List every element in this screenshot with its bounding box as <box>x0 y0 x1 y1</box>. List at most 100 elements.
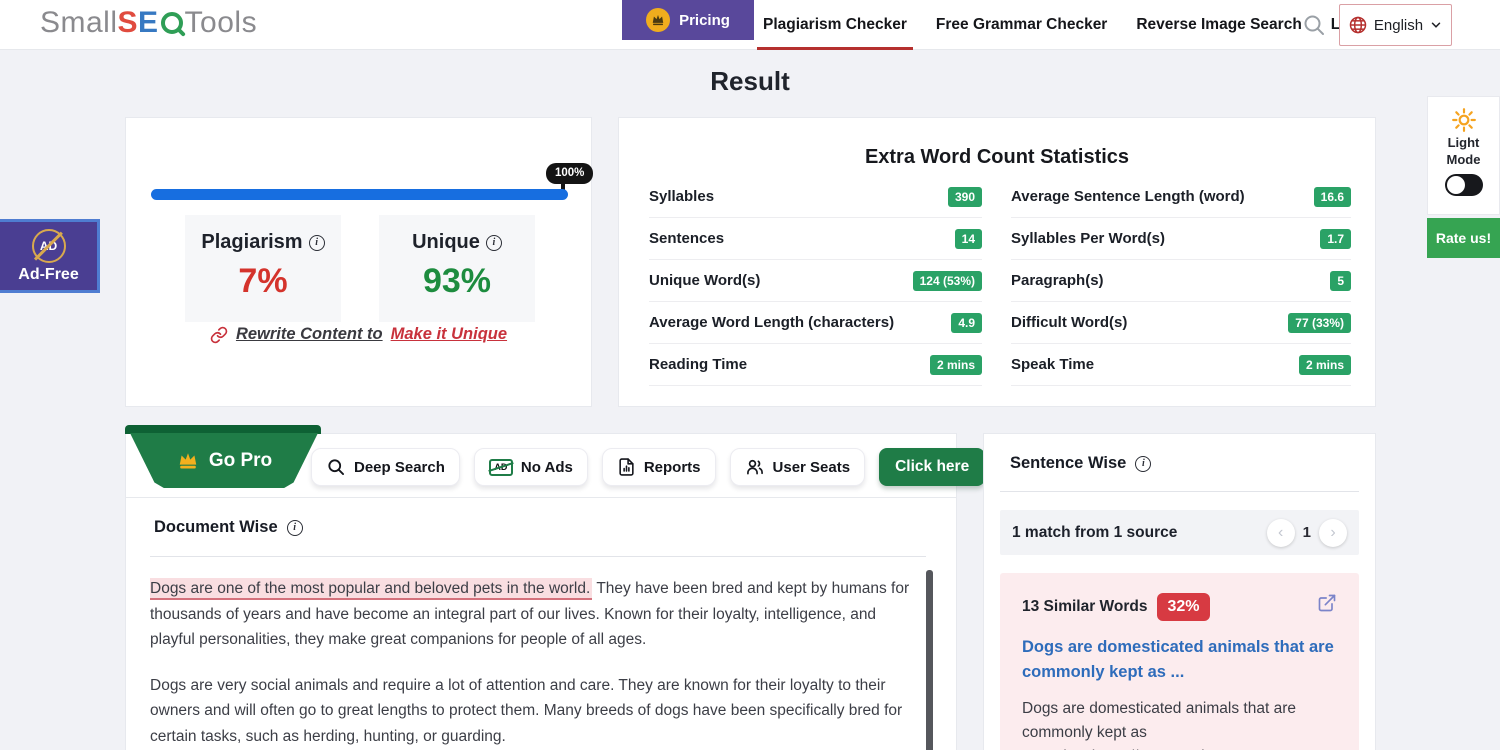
plagiarized-sentence-highlight[interactable]: Dogs are one of the most popular and bel… <box>150 578 593 600</box>
logo-text-small: Small <box>40 6 118 39</box>
sun-icon <box>1451 107 1477 133</box>
smallseotools-logo[interactable]: Small S E Tools <box>40 6 257 40</box>
divider <box>150 556 926 557</box>
dark-mode-toggle[interactable] <box>1444 174 1483 196</box>
light-mode-label-line1: Light <box>1447 135 1480 150</box>
match-percent-badge: 32% <box>1157 593 1210 621</box>
page-title: Result <box>710 66 790 96</box>
stat-value-badge: 124 (53%) <box>912 270 982 291</box>
document-scrollbar[interactable] <box>926 570 933 750</box>
go-pro-tab[interactable]: Go Pro <box>130 433 318 488</box>
next-page-button[interactable]: › <box>1319 518 1347 547</box>
word-count-stats-card: Extra Word Count Statistics Syllables 39… <box>618 117 1376 407</box>
pro-features-bar: Deep Search AD No Ads Reports User Seats… <box>311 448 986 486</box>
no-ads-icon: AD <box>488 458 513 476</box>
sentence-wise-title: Sentence Wise <box>1010 454 1127 472</box>
toggle-knob <box>1446 176 1465 194</box>
divider <box>126 497 956 498</box>
plagiarism-percentage: 7% <box>238 262 288 300</box>
stat-row-speak-time: Speak Time 2 mins <box>1011 344 1351 386</box>
feature-reports[interactable]: Reports <box>601 448 716 486</box>
stat-row-difficult-words: Difficult Word(s) 77 (33%) <box>1011 302 1351 344</box>
nav-links: Plagiarism Checker Free Grammar Checker … <box>757 0 1373 50</box>
info-icon[interactable]: i <box>485 234 502 251</box>
page-number: 1 <box>1302 524 1311 541</box>
scan-progress-bar <box>151 189 568 200</box>
stat-row-avg-sentence-length: Average Sentence Length (word) 16.6 <box>1011 176 1351 218</box>
plagiarism-score-card: 100% Plagiarism i 7% Unique i 93% Rewrit… <box>125 117 594 407</box>
stats-title: Extra Word Count Statistics <box>864 146 1130 168</box>
pricing-button[interactable]: Pricing <box>622 0 754 40</box>
document-text: Dogs are one of the most popular and bel… <box>150 576 918 749</box>
info-icon[interactable]: i <box>1135 455 1152 472</box>
globe-icon <box>1348 15 1368 35</box>
ad-free-badge[interactable]: AD Ad-Free <box>0 219 100 293</box>
paragraph-1: Dogs are one of the most popular and bel… <box>150 578 910 648</box>
theme-switch-card: Light Mode <box>1427 96 1500 215</box>
stat-value-badge: 2 mins <box>929 354 982 375</box>
stat-row-avg-word-length: Average Word Length (characters) 4.9 <box>649 302 982 344</box>
chevron-down-icon <box>1429 18 1443 32</box>
no-ads-icon: AD <box>31 228 66 263</box>
divider <box>1000 491 1359 492</box>
make-it-unique-link[interactable]: Make it Unique <box>390 325 508 343</box>
unique-percentage: 93% <box>422 262 492 300</box>
pagination: ‹ 1 › <box>1266 518 1347 547</box>
search-icon[interactable] <box>1302 13 1326 37</box>
stat-value-badge: 4.9 <box>951 312 982 333</box>
stat-value-badge: 1.7 <box>1320 228 1351 249</box>
rewrite-prefix-text: Rewrite Content to <box>235 325 383 343</box>
stat-row-paragraphs: Paragraph(s) 5 <box>1011 260 1351 302</box>
unique-label: Unique <box>412 231 480 253</box>
language-selector[interactable]: English <box>1339 4 1452 46</box>
document-wise-title: Document Wise <box>154 518 278 536</box>
crown-icon <box>646 8 671 32</box>
rate-us-button[interactable]: Rate us! <box>1427 218 1500 258</box>
stat-row-syllables: Syllables 390 <box>649 176 982 218</box>
stat-row-sentences: Sentences 14 <box>649 218 982 260</box>
report-icon <box>617 457 636 477</box>
source-snippet-text: Dogs are domesticated animals that are c… <box>1022 700 1299 750</box>
stat-value-badge: 77 (33%) <box>1288 312 1351 333</box>
go-pro-ribbon-top <box>125 425 321 434</box>
feature-user-seats[interactable]: User Seats <box>729 448 866 486</box>
logo-letter-s: S <box>117 6 139 39</box>
stats-left-column: Syllables 390 Sentences 14 Unique Word(s… <box>649 176 982 386</box>
search-icon <box>326 457 346 477</box>
stat-row-syllables-per-word: Syllables Per Word(s) 1.7 <box>1011 218 1351 260</box>
crown-icon <box>176 450 200 472</box>
ad-free-label: Ad-Free <box>18 265 79 283</box>
stat-value-badge: 2 mins <box>1298 354 1351 375</box>
feature-no-ads[interactable]: AD No Ads <box>473 448 588 486</box>
logo-letter-e: E <box>138 6 159 39</box>
light-mode-label-line2: Mode <box>1446 152 1481 167</box>
logo-text-tools: Tools <box>184 6 258 39</box>
plagiarism-score-box: Plagiarism i 7% <box>185 215 341 322</box>
user-seats-icon <box>745 457 765 477</box>
progress-tooltip: 100% <box>546 163 594 197</box>
nav-link-reverse-image-search[interactable]: Reverse Image Search <box>1136 16 1302 33</box>
match-result-card: 13 Similar Words 32% Dogs are domesticat… <box>1000 573 1359 750</box>
stat-value-badge: 390 <box>947 186 982 207</box>
link-chain-icon <box>210 326 228 344</box>
language-label: English <box>1373 16 1424 34</box>
pricing-label: Pricing <box>679 11 730 29</box>
nav-link-free-grammar-checker[interactable]: Free Grammar Checker <box>935 16 1108 33</box>
prev-page-button[interactable]: ‹ <box>1266 518 1295 547</box>
plagiarism-label: Plagiarism <box>201 231 303 253</box>
stat-row-reading-time: Reading Time 2 mins <box>649 344 982 386</box>
stat-value-badge: 14 <box>954 228 982 249</box>
source-title-link[interactable]: Dogs are domesticated animals that are c… <box>1022 638 1334 681</box>
feature-deep-search[interactable]: Deep Search <box>311 448 460 486</box>
sentence-wise-card: Sentence Wise i 1 match from 1 source ‹ … <box>983 433 1376 750</box>
paragraph-2: Dogs are very social animals and require… <box>150 676 903 745</box>
external-link-icon[interactable] <box>1317 593 1337 613</box>
match-summary-bar: 1 match from 1 source ‹ 1 › <box>1000 510 1359 555</box>
top-nav: Small S E Tools Pricing Plagiarism Checker … <box>0 0 1500 50</box>
info-icon[interactable]: i <box>286 519 303 536</box>
rewrite-content-link[interactable]: Rewrite Content to Make it Unique <box>126 325 591 344</box>
info-icon[interactable]: i <box>308 234 325 251</box>
nav-link-plagiarism-checker[interactable]: Plagiarism Checker <box>757 0 913 50</box>
click-here-button[interactable]: Click here <box>879 448 986 486</box>
